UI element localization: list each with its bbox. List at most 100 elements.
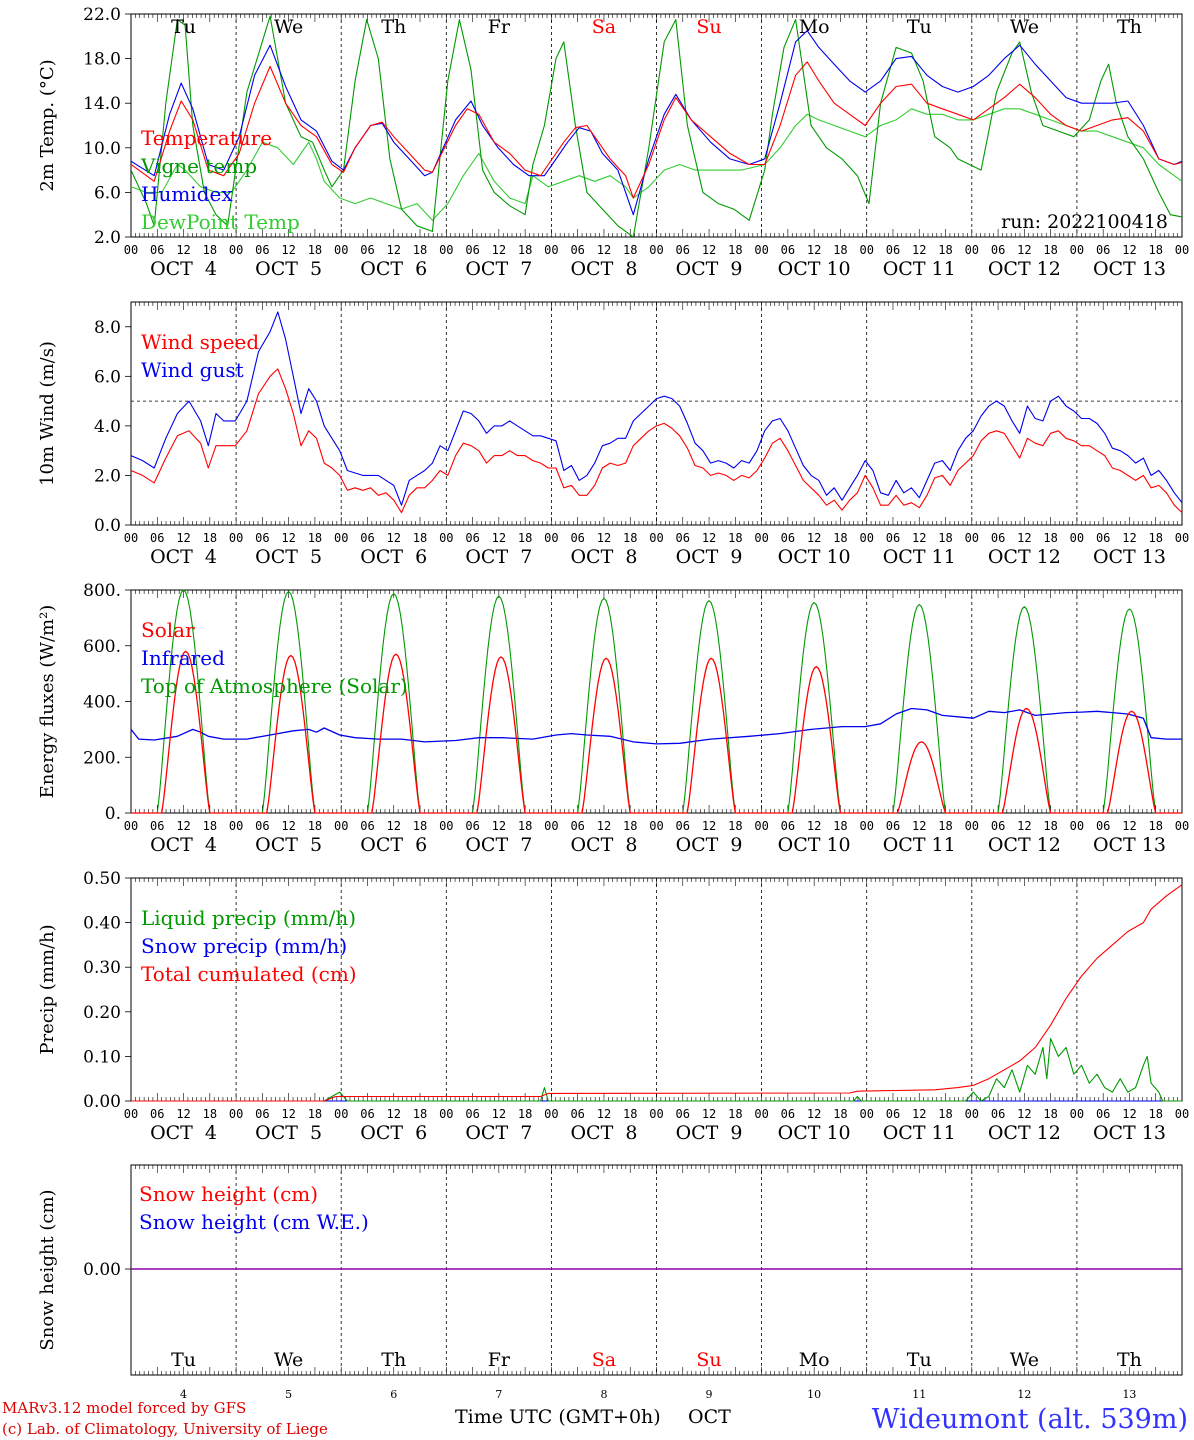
legend-red: Total cumulated (cm) xyxy=(141,962,357,986)
panel-1: 2.0 6.0 10.0 14.0 18.0 22.0 2m Temp. (°C) Tu We T… xyxy=(37,5,1189,280)
hour-tick-label: 12 xyxy=(492,243,506,257)
credit-line-1: MARv3.12 model forced by GFS xyxy=(2,1399,246,1417)
hour-tick-label: 18 xyxy=(833,1107,847,1121)
legend-blue: Snow precip (mm/h) xyxy=(141,934,347,958)
hour-tick-label: 06 xyxy=(150,1107,164,1121)
hour-tick-label: 06 xyxy=(465,1107,479,1121)
hour-tick-label: 06 xyxy=(676,243,690,257)
series-line-green xyxy=(131,589,1182,814)
hour-tick-label: 12 xyxy=(1122,243,1136,257)
hour-tick-label: 06 xyxy=(465,531,479,545)
date-label: OCT 12 xyxy=(988,546,1061,568)
hour-tick-label: 00 xyxy=(965,1107,979,1121)
y-tick-label: 0.30 xyxy=(83,958,121,978)
hour-tick-label: 00 xyxy=(229,243,243,257)
date-label: OCT 7 xyxy=(465,546,532,568)
y-tick-label: 600. xyxy=(83,637,121,657)
series-line-green xyxy=(131,15,1182,237)
panel-2: 0.0 2.0 4.0 6.0 8.0 10m Wind (m/s) Wind speed W… xyxy=(37,301,1189,568)
hour-tick-label: 06 xyxy=(781,243,795,257)
hour-tick-label: 12 xyxy=(1122,531,1136,545)
date-label: OCT 7 xyxy=(465,834,532,856)
date-label: OCT 7 xyxy=(465,258,532,280)
hour-tick-label: 00 xyxy=(1175,819,1189,833)
hour-tick-label: 18 xyxy=(413,1107,427,1121)
weekday-label: We xyxy=(274,1349,303,1371)
hour-tick-label: 18 xyxy=(518,1107,532,1121)
run-annotation: run: 2022100418 xyxy=(1001,211,1168,233)
date-label: OCT 10 xyxy=(778,258,851,280)
hour-tick-label: 00 xyxy=(124,243,138,257)
hour-tick-label: 00 xyxy=(859,1107,873,1121)
hour-tick-label: 00 xyxy=(859,819,873,833)
day-number: 9 xyxy=(706,1388,713,1401)
hour-tick-label: 00 xyxy=(544,819,558,833)
hour-tick-label: 06 xyxy=(886,819,900,833)
hour-tick-label: 12 xyxy=(281,531,295,545)
series-line-blue xyxy=(131,30,1182,216)
weekday-label: Th xyxy=(381,1349,406,1371)
y-tick-label: 8.0 xyxy=(94,318,121,338)
hour-tick-label: 00 xyxy=(334,819,348,833)
hour-tick-label: 00 xyxy=(229,531,243,545)
y-tick-label: 10.0 xyxy=(83,139,121,159)
hour-tick-label: 18 xyxy=(623,819,637,833)
hour-tick-label: 18 xyxy=(833,243,847,257)
hour-tick-label: 12 xyxy=(1017,243,1031,257)
hour-tick-label: 18 xyxy=(728,1107,742,1121)
date-label: OCT 9 xyxy=(676,258,743,280)
series-line-blue xyxy=(130,707,1182,745)
date-label: OCT 8 xyxy=(570,546,637,568)
legend-blue: Wind gust xyxy=(141,358,244,382)
hour-tick-label: 18 xyxy=(1043,819,1057,833)
hour-tick-label: 00 xyxy=(965,243,979,257)
hour-tick-label: 00 xyxy=(649,1107,663,1121)
hour-tick-label: 06 xyxy=(465,819,479,833)
hour-tick-label: 06 xyxy=(676,531,690,545)
y-axis-label: Energy fluxes (W/m²) xyxy=(37,605,58,799)
hour-tick-label: 06 xyxy=(991,819,1005,833)
hour-tick-label: 06 xyxy=(1096,819,1110,833)
day-number: 6 xyxy=(390,1388,397,1401)
hour-tick-label: 18 xyxy=(1148,819,1162,833)
hour-tick-label: 12 xyxy=(492,1107,506,1121)
hour-tick-label: 12 xyxy=(387,531,401,545)
weekday-label: Sa xyxy=(592,16,616,38)
y-tick-label: 6.0 xyxy=(94,367,121,387)
weekday-label: We xyxy=(1010,16,1039,38)
weekday-label: Tu xyxy=(907,1349,932,1371)
hour-tick-label: 00 xyxy=(544,531,558,545)
hour-tick-label: 18 xyxy=(203,819,217,833)
y-tick-label: 0. xyxy=(105,804,121,824)
y-tick-label: 200. xyxy=(83,748,121,768)
hour-tick-label: 18 xyxy=(308,531,322,545)
hour-tick-label: 18 xyxy=(938,243,952,257)
hour-tick-label: 12 xyxy=(912,531,926,545)
hour-tick-label: 18 xyxy=(623,531,637,545)
hour-tick-label: 18 xyxy=(1148,243,1162,257)
hour-tick-label: 06 xyxy=(570,819,584,833)
hour-tick-label: 18 xyxy=(938,819,952,833)
hour-tick-label: 12 xyxy=(176,531,190,545)
date-label: OCT 10 xyxy=(778,1122,851,1144)
weekday-label: Sa xyxy=(592,1349,616,1371)
hour-tick-label: 06 xyxy=(255,1107,269,1121)
hour-tick-label: 12 xyxy=(387,243,401,257)
legend-green: Top of Atmosphere (Solar) xyxy=(141,674,408,698)
date-label: OCT 9 xyxy=(676,1122,743,1144)
hour-tick-label: 06 xyxy=(150,531,164,545)
legend-blue: Humidex xyxy=(141,182,233,206)
hour-tick-label: 12 xyxy=(492,531,506,545)
hour-tick-label: 00 xyxy=(439,819,453,833)
hour-tick-label: 00 xyxy=(754,531,768,545)
hour-tick-label: 18 xyxy=(1148,531,1162,545)
weekday-label: Fr xyxy=(488,1349,511,1371)
y-tick-label: 6.0 xyxy=(94,183,121,203)
weekday-label: We xyxy=(274,16,303,38)
date-label: OCT 4 xyxy=(150,834,217,856)
panel-frame xyxy=(130,589,1183,814)
hour-tick-label: 00 xyxy=(124,819,138,833)
weekday-label: Mo xyxy=(799,16,830,38)
weekday-label: Tu xyxy=(171,1349,196,1371)
